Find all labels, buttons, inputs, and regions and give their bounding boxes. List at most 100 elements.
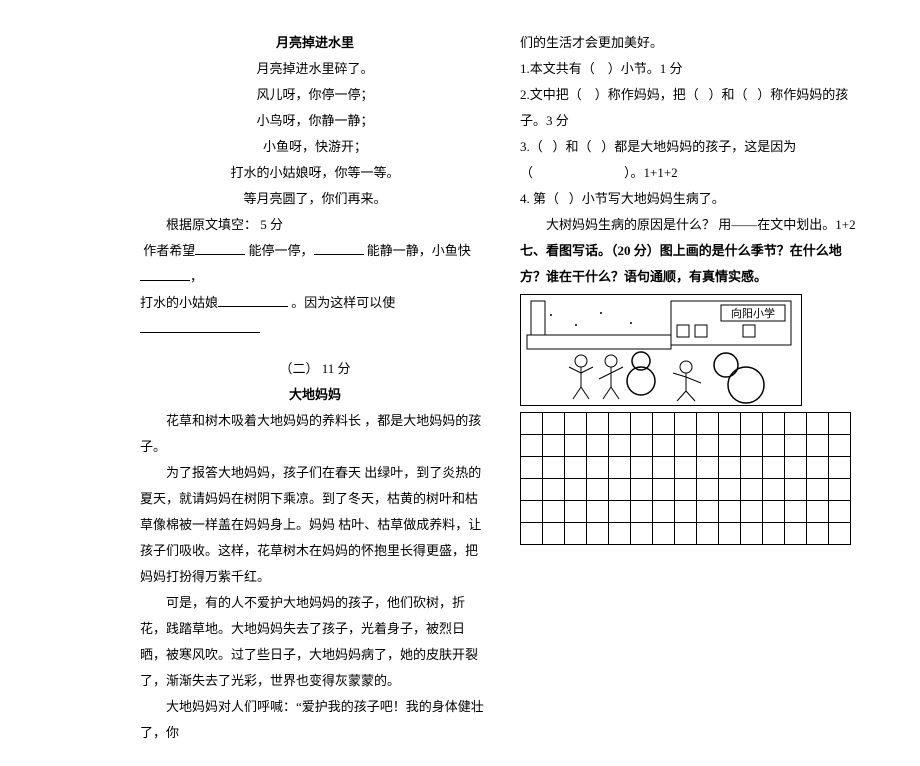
passage2-title: 大地妈妈 [140,382,490,408]
grid-cell [785,501,807,523]
fill-line-1: 作者希望 能停一停， 能静一静，小鱼快 ， [140,238,490,290]
q2: 2.文中把（ ）称作妈妈，把（ ）和（ ）称作妈妈的孩子。3 分 [520,82,860,134]
passage2-p1: 花草和树木吸着大地妈妈的养料长 ，都是大地妈妈的孩子。 [140,408,490,460]
grid-cell [543,435,565,457]
poem-line: 打水的小姑娘呀，你等一等。 [140,160,490,186]
right-column: 们的生活才会更加美好。 1.本文共有（ ）小节。1 分 2.文中把（ ）称作妈妈… [520,30,860,746]
grid-cell [829,523,851,545]
grid-cell [631,435,653,457]
fill-text: 能静一静，小鱼快 [367,243,471,258]
grid-cell [829,413,851,435]
grid-cell [631,457,653,479]
grid-cell [587,413,609,435]
grid-cell [653,523,675,545]
grid-cell [675,479,697,501]
q5: 大树妈妈生病的原因是什么？ 用——在文中划出。1+2 [520,212,860,238]
q-text: ）小节写大地妈妈生病了。 [569,191,725,206]
grid-cell [675,501,697,523]
q-text: ）和（ [553,139,592,154]
grid-cell [785,523,807,545]
grid-cell [807,435,829,457]
q1: 1.本文共有（ ）小节。1 分 [520,56,860,82]
fill-text: 能停一停， [249,243,314,258]
passage2-p3: 可是，有的人不爱护大地妈妈的孩子，他们砍树，折花，践踏草地。大地妈妈失去了孩子，… [140,590,490,694]
grid-cell [807,413,829,435]
grid-cell [521,413,543,435]
grid-cell [631,523,653,545]
grid-cell [807,457,829,479]
poem-line: 小鱼呀，快游开； [140,134,490,160]
blank [218,293,288,307]
poem-line: 风儿呀，你停一停； [140,82,490,108]
grid-cell [719,523,741,545]
blank [140,267,190,281]
grid-cell [785,413,807,435]
grid-cell [521,479,543,501]
grid-cell [521,523,543,545]
grid-cell [719,479,741,501]
grid-cell [829,457,851,479]
poem-line: 等月亮圆了，你们再来。 [140,186,490,212]
grid-cell [741,413,763,435]
grid-cell [763,479,785,501]
grid-cell [587,457,609,479]
grid-cell [609,435,631,457]
grid-cell [829,501,851,523]
grid-cell [719,501,741,523]
q-text: ）。1+1+2 [624,165,678,180]
grid-cell [653,457,675,479]
grid-cell [653,435,675,457]
writing-prompt-image: 向阳小学 [520,294,802,406]
grid-cell [675,457,697,479]
grid-cell [697,501,719,523]
grid-cell [521,457,543,479]
fill-text: 作者希望 [143,243,195,258]
fill-text: ， [190,269,203,284]
grid-cell [653,413,675,435]
q3: 3.（ ）和（ ）都是大地妈妈的孩子，这是因为（ ）。1+1+2 [520,134,860,186]
school-sign-text: 向阳小学 [731,306,775,320]
grid-cell [675,523,697,545]
grid-cell [763,413,785,435]
blank [140,319,260,333]
passage2-p2: 为了报答大地妈妈，孩子们在春天 出绿叶，到了炎热的夏天，就请妈妈在树阴下乘凉。到… [140,460,490,590]
grid-cell [631,479,653,501]
grid-cell [829,479,851,501]
grid-cell [565,457,587,479]
grid-cell [565,413,587,435]
q-text: ）称作妈妈，把（ [595,87,699,102]
passage2-p4: 大地妈妈对人们呼喊：“爱护我的孩子吧！我的身体健壮了，你 [140,694,490,746]
grid-cell [609,479,631,501]
grid-cell [565,479,587,501]
q-text: 1.本文共有（ [520,61,595,76]
grid-cell [543,413,565,435]
grid-cell [543,479,565,501]
grid-cell [697,435,719,457]
grid-cell [675,435,697,457]
grid-cell [653,479,675,501]
grid-cell [763,523,785,545]
grid-cell [565,523,587,545]
grid-cell [697,479,719,501]
fill-text: 。因为这样可以使 [291,295,395,310]
q-text: ）小节。1 分 [608,61,683,76]
grid-cell [565,501,587,523]
q-text: 2.文中把（ [520,87,582,102]
grid-cell [543,457,565,479]
q4: 4. 第（ ）小节写大地妈妈生病了。 [520,186,860,212]
grid-cell [785,479,807,501]
grid-cell [587,435,609,457]
poem-line: 小鸟呀，你静一静； [140,108,490,134]
fill-heading: 根据原文填空： 5 分 [140,212,490,238]
left-column: 月亮掉进水里 月亮掉进水里碎了。 风儿呀，你停一停； 小鸟呀，你静一静； 小鱼呀… [140,30,490,746]
section2-heading: （二） 11 分 [140,356,490,382]
grid-cell [763,501,785,523]
grid-cell [587,501,609,523]
grid-cell [763,435,785,457]
poem-title: 月亮掉进水里 [140,30,490,56]
grid-cell [521,435,543,457]
grid-cell [609,523,631,545]
grid-cell [719,413,741,435]
grid-cell [697,457,719,479]
grid-cell [609,457,631,479]
